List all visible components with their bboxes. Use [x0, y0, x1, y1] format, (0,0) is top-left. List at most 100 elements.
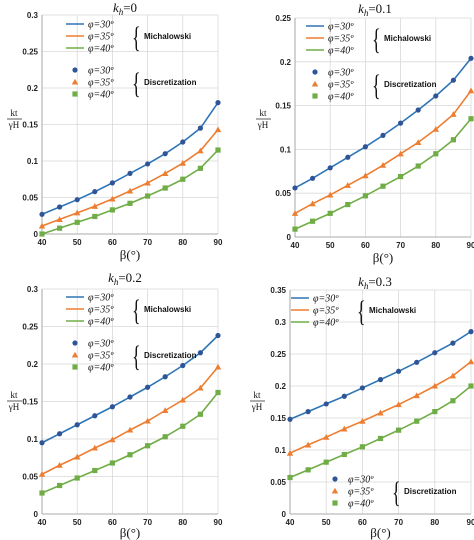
data-point-phi35 [56, 216, 63, 222]
data-point-phi35 [91, 203, 98, 209]
data-point-phi40 [162, 185, 168, 191]
y-axis-label-numerator: kt [10, 108, 18, 118]
data-point-phi40 [57, 225, 63, 231]
legend-phi35-marker-sample [71, 351, 79, 358]
data-point-phi35 [74, 209, 81, 216]
data-point-phi35 [467, 358, 474, 365]
data-point-phi40 [323, 459, 329, 465]
legend-phi40-line-label: φ=40º [88, 317, 114, 328]
data-point-phi30 [305, 409, 311, 415]
data-point-phi35 [197, 384, 204, 391]
data-point-phi40 [432, 409, 438, 415]
data-point-phi40 [345, 201, 351, 208]
x-tick-label: 90 [467, 241, 474, 250]
data-point-phi35 [432, 126, 439, 132]
data-point-phi30 [162, 374, 168, 380]
data-point-phi30 [345, 154, 351, 160]
y-tick-label: 0.3 [27, 11, 39, 20]
y-tick-label: 0.35 [270, 286, 286, 295]
y-tick-label: 0.1 [275, 446, 287, 455]
y-tick-label: 0.25 [22, 48, 38, 57]
data-point-phi40 [450, 137, 456, 143]
data-point-phi35 [197, 147, 204, 154]
y-axis-label: kt γH [250, 390, 265, 412]
series-line-phi40 [289, 385, 472, 479]
data-point-phi30 [74, 197, 80, 203]
data-point-phi40 [109, 460, 115, 466]
chart-panel-2: 0 0.05 0.1 0.15 0.2 0.25 40 50 60 70 80 90 kh=0.1 kt γ… [256, 1, 474, 265]
legend-phi30-marker-sample [332, 476, 338, 482]
data-point-phi30 [109, 404, 115, 410]
legend-line-brace: { [357, 296, 366, 329]
data-point-phi30 [162, 151, 168, 157]
y-tick-label: 0 [34, 510, 39, 519]
data-point-phi30 [39, 440, 45, 446]
data-point-phi30 [215, 332, 221, 339]
chart-title: kh=0.1 [358, 1, 392, 18]
data-point-phi40 [215, 147, 221, 153]
data-point-phi30 [396, 368, 402, 374]
data-point-phi40 [292, 226, 298, 232]
data-point-phi40 [127, 200, 133, 206]
y-tick-label: 0.1 [280, 145, 292, 154]
x-tick-label: 60 [108, 518, 117, 527]
legend-phi35-line-label: φ=35º [328, 34, 354, 45]
x-tick-label: 70 [394, 518, 403, 527]
x-tick-label: 70 [143, 518, 152, 527]
y-axis-label-denominator: γH [8, 120, 20, 130]
data-point-phi35 [109, 195, 116, 202]
y-tick-label: 0.15 [22, 398, 38, 407]
data-point-phi40 [74, 219, 80, 225]
y-tick-label: 0.15 [275, 102, 291, 111]
data-point-phi40 [74, 475, 80, 481]
data-point-phi40 [287, 474, 293, 481]
data-point-phi35 [415, 139, 422, 145]
legend-phi40-marker-sample [72, 91, 78, 97]
data-point-phi40 [39, 231, 45, 237]
data-point-phi40 [468, 116, 474, 122]
data-point-phi35 [327, 191, 334, 198]
chart-panel-4: 0 0.05 0.1 0.15 0.2 0.25 0.3 0.35 40 50 60 70 80 90 kh… [250, 274, 474, 540]
y-tick-label: 0 [287, 233, 292, 242]
series-line-phi35 [41, 129, 219, 227]
y-axis-label-numerator: kt [10, 390, 18, 400]
legend-markers-brace: { [372, 70, 381, 103]
data-point-phi30 [180, 139, 186, 145]
data-point-phi30 [145, 161, 151, 167]
data-point-phi35 [38, 222, 46, 229]
x-tick-label: 40 [291, 241, 300, 250]
data-point-phi30 [197, 350, 203, 356]
x-tick-label: 60 [358, 518, 367, 527]
chart-title: kh=0.2 [108, 270, 142, 287]
data-point-phi30 [127, 394, 133, 400]
data-point-phi35 [162, 170, 169, 176]
legend-phi30-marker-sample [72, 340, 78, 346]
legend-markers-brace: { [132, 68, 141, 101]
data-point-phi35 [214, 363, 222, 370]
y-tick-label: 0.2 [275, 382, 287, 391]
data-point-phi40 [377, 435, 384, 442]
y-tick-label: 0.05 [270, 478, 286, 487]
data-point-phi30 [92, 189, 98, 195]
y-tick-label: 0.1 [27, 435, 39, 444]
data-point-phi40 [359, 444, 365, 450]
legend-phi35-marker-sample [71, 78, 79, 85]
y-tick-label: 0.15 [22, 121, 38, 130]
data-point-phi35 [359, 418, 366, 424]
legend-phi40-marker-sample [312, 93, 318, 99]
legend: φ=30ºφ=35ºφ=40º{Michalowskiφ=30ºφ=35ºφ=4… [66, 20, 197, 101]
legend-phi40-marker-sample [72, 364, 78, 370]
data-point-phi30 [380, 132, 386, 138]
legend-markers-brace: { [392, 477, 401, 510]
legend-markers-group-label: Discretization [404, 487, 457, 496]
data-point-phi40 [180, 176, 186, 182]
legend-phi35-markers-label: φ=35º [88, 78, 114, 89]
data-point-phi35 [144, 417, 151, 424]
data-point-phi30 [57, 204, 63, 210]
data-point-phi30 [468, 329, 474, 335]
x-tick-label: 40 [38, 238, 47, 247]
x-axis-label: β(°) [120, 247, 140, 262]
x-tick-label: 90 [214, 238, 223, 247]
data-point-phi35 [214, 126, 222, 133]
data-point-phi40 [57, 482, 63, 489]
